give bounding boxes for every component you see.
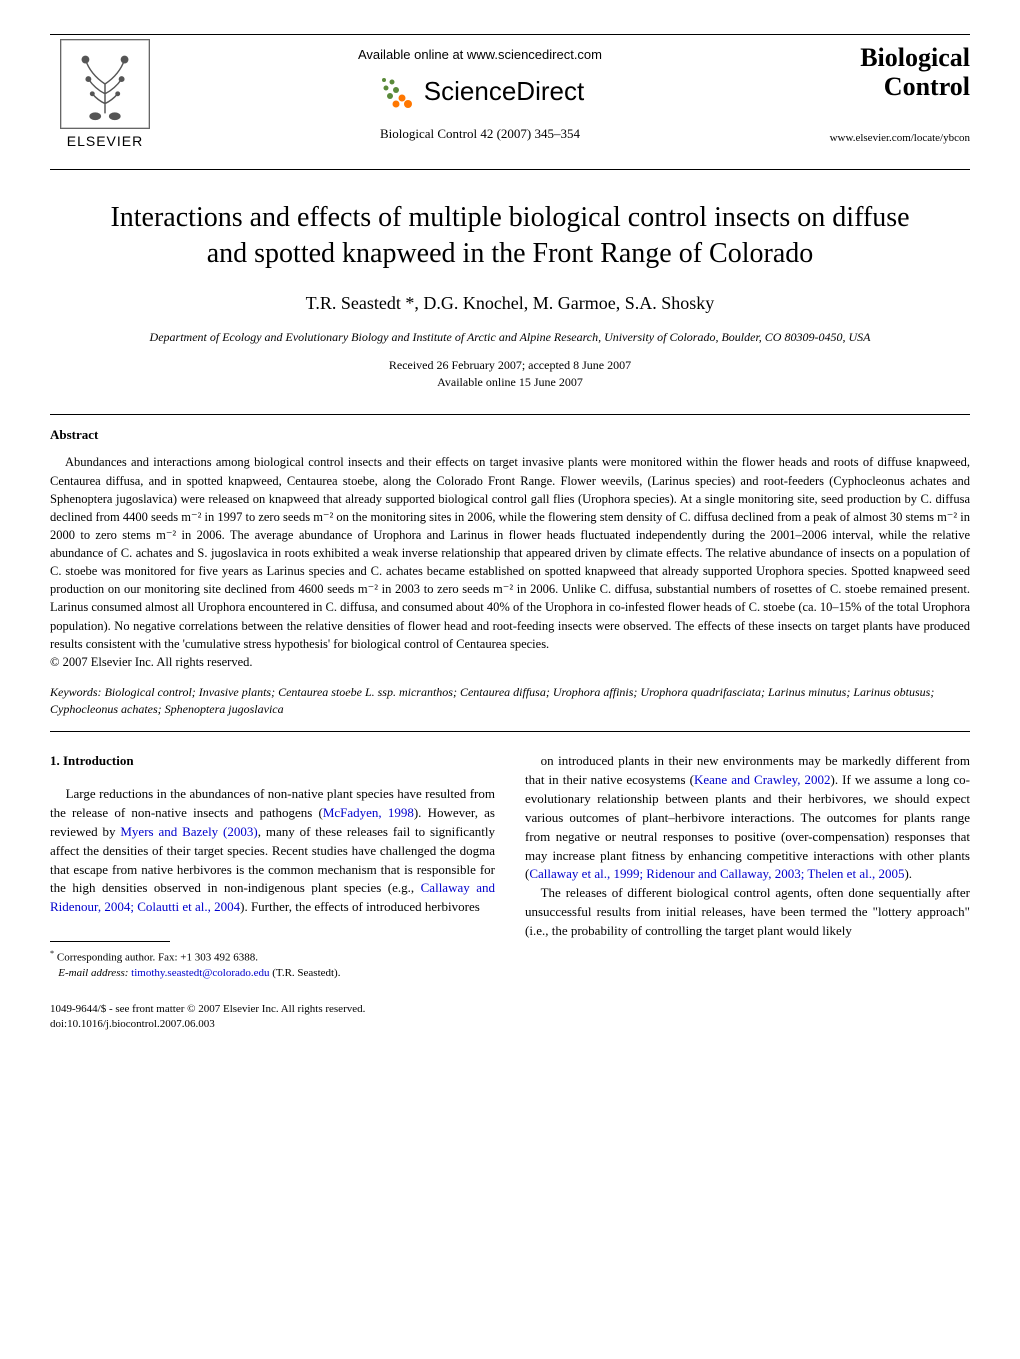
keywords-rule <box>50 731 970 732</box>
intro-paragraph-left: Large reductions in the abundances of no… <box>50 785 495 917</box>
cite-keane[interactable]: Keane and Crawley, 2002 <box>694 772 831 787</box>
cite-mcfadyen[interactable]: McFadyen, 1998 <box>323 805 414 820</box>
abstract-copyright: © 2007 Elsevier Inc. All rights reserved… <box>50 655 970 670</box>
email-label: E-mail address: <box>58 967 128 979</box>
journal-reference: Biological Control 42 (2007) 345–354 <box>160 126 800 142</box>
section-heading-intro: 1. Introduction <box>50 752 495 771</box>
keywords-label: Keywords: <box>50 685 102 699</box>
footnote-separator <box>50 941 170 942</box>
issn-line: 1049-9644/$ - see front matter © 2007 El… <box>50 1002 495 1017</box>
received-date: Received 26 February 2007; accepted 8 Ju… <box>50 357 970 374</box>
abstract-heading: Abstract <box>50 427 970 443</box>
keywords: Keywords: Biological control; Invasive p… <box>50 684 970 718</box>
intro-paragraph-right-2: The releases of different biological con… <box>525 884 970 941</box>
right-column: on introduced plants in their new enviro… <box>525 752 970 1032</box>
journal-logo: Biological Control www.elsevier.com/loca… <box>800 44 970 143</box>
top-rule <box>50 34 970 35</box>
header-rule <box>50 169 970 170</box>
body-columns: 1. Introduction Large reductions in the … <box>50 752 970 1032</box>
journal-logo-line1: Biological <box>800 44 970 73</box>
affiliation: Department of Ecology and Evolutionary B… <box>50 330 970 345</box>
left-column: 1. Introduction Large reductions in the … <box>50 752 495 1032</box>
corresponding-author-footnote: * Corresponding author. Fax: +1 303 492 … <box>50 948 495 966</box>
available-date: Available online 15 June 2007 <box>50 374 970 391</box>
journal-logo-line2: Control <box>800 73 970 102</box>
email-link[interactable]: timothy.seastedt@colorado.edu <box>131 967 269 979</box>
journal-url: www.elsevier.com/locate/ybcon <box>800 132 970 144</box>
header-center: Available online at www.sciencedirect.co… <box>160 47 800 142</box>
intro-paragraph-right-1: on introduced plants in their new enviro… <box>525 752 970 884</box>
header-row: ELSEVIER Available online at www.science… <box>50 39 970 149</box>
sciencedirect-text: ScienceDirect <box>424 76 584 107</box>
email-suffix: (T.R. Seastedt). <box>270 967 341 979</box>
abstract-body: Abundances and interactions among biolog… <box>50 453 970 652</box>
sciencedirect-logo: ScienceDirect <box>160 72 800 112</box>
doi-line: doi:10.1016/j.biocontrol.2007.06.003 <box>50 1017 495 1032</box>
article-dates: Received 26 February 2007; accepted 8 Ju… <box>50 357 970 391</box>
bottom-matter: 1049-9644/$ - see front matter © 2007 El… <box>50 1002 495 1033</box>
cite-callaway-1999[interactable]: Callaway et al., 1999; Ridenour and Call… <box>529 866 904 881</box>
elsevier-tree-icon <box>60 39 150 129</box>
keywords-text: Biological control; Invasive plants; Cen… <box>50 685 934 716</box>
elsevier-name: ELSEVIER <box>67 133 143 149</box>
sciencedirect-icon <box>376 72 416 112</box>
elsevier-logo: ELSEVIER <box>50 39 160 149</box>
article-title: Interactions and effects of multiple bio… <box>90 200 930 273</box>
cite-callaway-2004[interactable]: Callaway and Ridenour, 2004; Colautti et… <box>50 880 495 914</box>
authors: T.R. Seastedt *, D.G. Knochel, M. Garmoe… <box>50 293 970 314</box>
corresponding-text: Corresponding author. Fax: +1 303 492 63… <box>57 952 258 964</box>
available-online-text: Available online at www.sciencedirect.co… <box>160 47 800 62</box>
email-footnote: E-mail address: timothy.seastedt@colorad… <box>50 966 495 981</box>
cite-myers[interactable]: Myers and Bazely (2003) <box>120 824 257 839</box>
abstract-top-rule <box>50 414 970 415</box>
